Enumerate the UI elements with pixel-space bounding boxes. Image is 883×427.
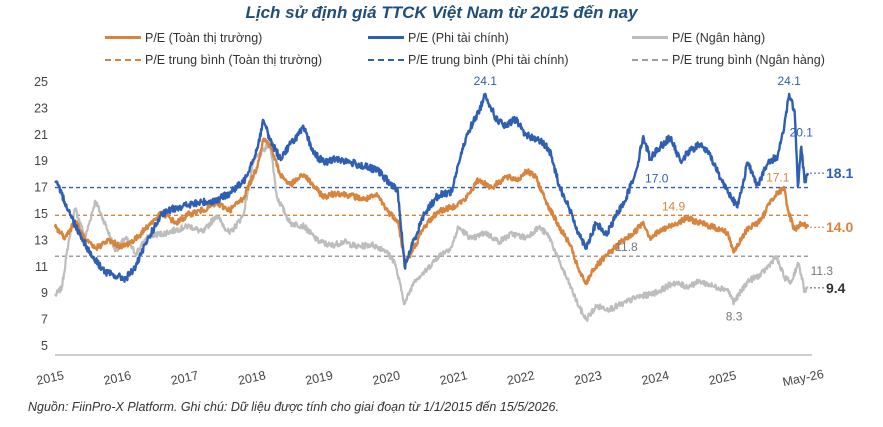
series-line-0	[53, 137, 810, 286]
legend-swatch	[368, 36, 404, 40]
value-annotation: 24.1	[777, 74, 801, 88]
y-tick-label: 9	[41, 286, 48, 300]
x-tick-label: 2017	[170, 368, 200, 387]
y-tick-label: 21	[34, 128, 48, 142]
series-line-1	[54, 92, 810, 283]
x-tick-label: 2024	[640, 368, 670, 387]
x-tick-label: 2018	[237, 368, 267, 387]
legend-label: P/E trung bình (Phi tài chính)	[408, 53, 569, 67]
y-tick-label: 19	[34, 154, 48, 168]
legend-label: P/E (Toàn thị trường)	[145, 31, 263, 45]
end-value-label: 9.4	[826, 280, 846, 296]
value-annotation: 24.1	[474, 74, 498, 88]
y-tick-label: 15	[34, 207, 48, 221]
x-tick-label: May-26	[781, 367, 825, 389]
legend-label: P/E trung bình (Toàn thị trường)	[145, 53, 323, 67]
y-tick-label: 5	[41, 339, 48, 353]
legend-item-market: P/E (Toàn thị trường)	[105, 31, 262, 45]
value-annotation: 11.3	[811, 264, 834, 278]
source-note: Nguồn: FiinPro-X Platform. Ghi chú: Dữ l…	[28, 400, 559, 414]
legend-item-market-avg: P/E trung bình (Toàn thị trường)	[105, 53, 322, 67]
y-tick-label: 11	[35, 260, 48, 274]
chart-plot: 5 7 9 11 13 15 17 19 21 23 25 2015 2016 2017 2018 2019 2…	[34, 74, 853, 389]
value-annotation: 20.1	[790, 126, 814, 140]
x-tick-label: 2022	[506, 368, 536, 387]
legend-item-nonfinancial: P/E (Phi tài chính)	[368, 31, 509, 45]
x-tick-label: 2020	[371, 368, 401, 387]
legend-swatch	[105, 36, 141, 40]
legend-item-bank: P/E (Ngân hàng)	[632, 31, 765, 45]
legend-label: P/E trung bình (Ngân hàng)	[672, 53, 825, 67]
x-tick-label: 2016	[102, 368, 132, 387]
x-tick-label: 2025	[707, 368, 737, 387]
value-annotation: 17.1	[766, 170, 790, 184]
y-tick-label: 7	[41, 313, 48, 327]
value-annotation: 11.8	[615, 240, 638, 254]
y-tick-label: 17	[34, 181, 48, 195]
series-line-2	[54, 140, 809, 322]
value-annotation: 17.0	[645, 172, 669, 186]
value-annotation: 14.9	[662, 199, 686, 213]
y-tick-label: 13	[34, 233, 48, 247]
x-tick-label: 2021	[439, 368, 469, 387]
legend-swatch	[632, 36, 668, 40]
x-tick-label: 2023	[573, 368, 603, 387]
end-value-label: 18.1	[826, 165, 853, 181]
legend-label: P/E (Phi tài chính)	[408, 31, 509, 45]
legend-label: P/E (Ngân hàng)	[672, 31, 766, 45]
legend-swatch	[632, 58, 668, 61]
chart-title: Lịch sử định giá TTCK Việt Nam từ 2015 đ…	[245, 3, 638, 22]
x-tick-label: 2015	[35, 368, 65, 387]
legend-swatch	[105, 58, 141, 61]
value-annotation: 8.3	[726, 309, 743, 323]
y-tick-label: 23	[34, 101, 48, 115]
end-value-label: 14.0	[826, 219, 853, 235]
legend-item-bank-avg: P/E trung bình (Ngân hàng)	[632, 53, 825, 67]
legend-item-nonfinancial-avg: P/E trung bình (Phi tài chính)	[368, 53, 569, 67]
legend-swatch	[368, 58, 404, 61]
y-tick-label: 25	[34, 75, 48, 89]
x-tick-label: 2019	[304, 368, 334, 387]
